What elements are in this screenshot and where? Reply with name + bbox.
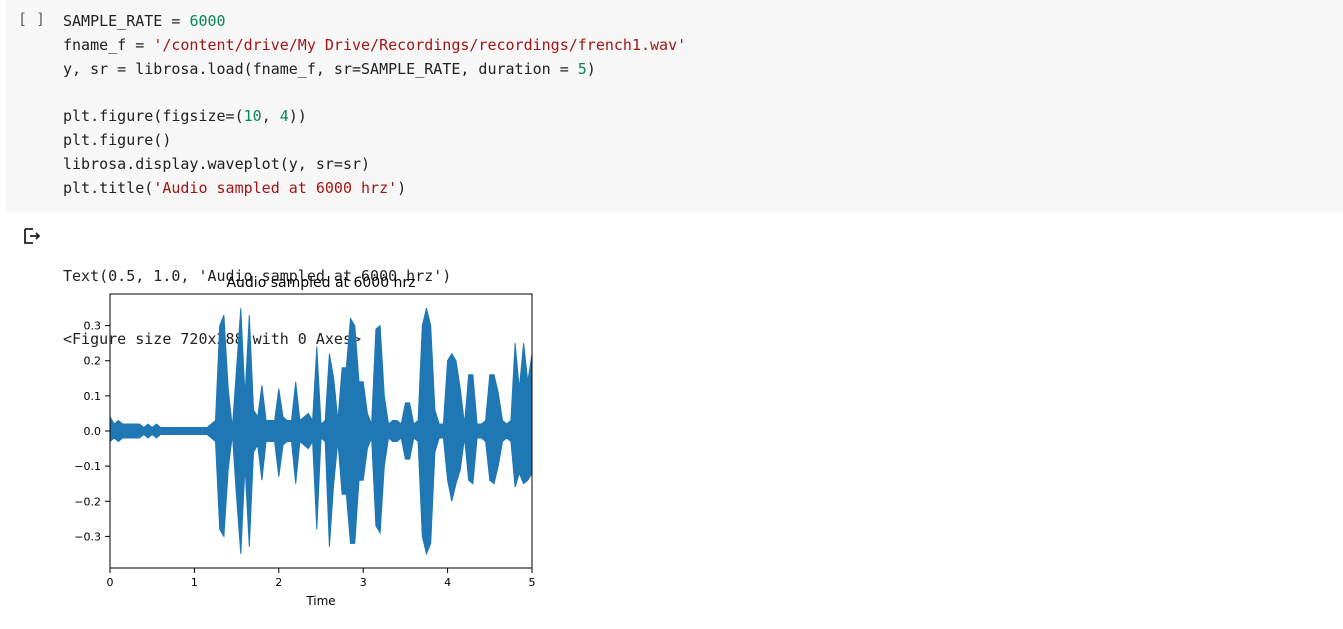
y-tick-label: 0.3	[84, 320, 102, 333]
y-tick-label: 0.1	[84, 390, 102, 403]
x-tick-label: 4	[444, 576, 451, 589]
output-line: Text(0.5, 1.0, 'Audio sampled at 6000 hr…	[63, 267, 452, 285]
y-tick-label: −0.1	[74, 460, 101, 473]
code-token: )	[397, 178, 407, 197]
code-token: 4	[279, 107, 289, 126]
code-editor[interactable]: SAMPLE_RATE = 6000 fname_f = '/content/dr…	[63, 10, 686, 200]
output-menu-icon[interactable]	[22, 226, 42, 246]
code-token: fname_f =	[63, 35, 154, 54]
code-token: SAMPLE_RATE =	[63, 12, 190, 30]
x-axis-ticks: 0 1 2 3 4 5	[107, 568, 536, 589]
code-token: )	[586, 59, 596, 78]
x-axis-label: Time	[305, 594, 335, 608]
y-tick-label: 0.0	[84, 425, 102, 438]
code-token: plt.figure(figsize=(	[63, 107, 244, 126]
x-tick-label: 2	[275, 576, 282, 589]
code-cell-background	[6, 0, 1343, 212]
x-tick-label: 3	[360, 576, 367, 589]
code-token: plt.figure()	[63, 130, 172, 149]
y-axis-ticks: 0.3 0.2 0.1 0.0 −0.1 −0.2 −0.3	[74, 320, 110, 543]
waveform-envelope	[109, 307, 533, 556]
code-token: 5	[577, 59, 587, 78]
code-line	[63, 81, 686, 105]
code-cell[interactable]: [ ] SAMPLE_RATE = 6000 fname_f = '/conten…	[0, 0, 1343, 212]
code-line: plt.figure()	[63, 129, 686, 153]
waveform-series	[109, 307, 533, 556]
code-token: y, sr = librosa.load(fname_f, sr=SAMPLE_…	[63, 59, 578, 78]
code-line: fname_f = '/content/drive/My Drive/Recor…	[63, 34, 686, 58]
code-line: librosa.display.waveplot(y, sr=sr)	[63, 153, 686, 177]
code-token: '/content/drive/My Drive/Recordings/reco…	[153, 35, 687, 54]
code-token: ,	[261, 107, 280, 126]
code-token: librosa.display.waveplot(y, sr=sr)	[63, 154, 371, 173]
y-tick-label: −0.3	[74, 530, 101, 543]
code-token: 'Audio sampled at 6000 hrz'	[153, 178, 398, 197]
x-tick-label: 1	[191, 576, 198, 589]
code-line: plt.title('Audio sampled at 6000 hrz')	[63, 177, 686, 201]
code-line: SAMPLE_RATE = 6000	[63, 10, 686, 34]
cell-output: Text(0.5, 1.0, 'Audio sampled at 6000 hr…	[0, 212, 1343, 629]
code-token: plt.title(	[63, 178, 154, 197]
run-cell-button[interactable]: [ ]	[18, 10, 46, 28]
x-tick-label: 0	[107, 576, 114, 589]
y-tick-label: 0.2	[84, 355, 102, 368]
chart-title: Audio sampled at 6000 hrz	[226, 275, 415, 291]
code-token: 10	[243, 107, 262, 126]
code-token: 6000	[189, 12, 226, 30]
y-tick-label: −0.2	[74, 495, 101, 508]
code-line: y, sr = librosa.load(fname_f, sr=SAMPLE_…	[63, 58, 686, 82]
output-text: Text(0.5, 1.0, 'Audio sampled at 6000 hr…	[63, 224, 451, 392]
code-token: ))	[288, 107, 307, 126]
code-line: plt.figure(figsize=(10, 4))	[63, 105, 686, 129]
x-tick-label: 5	[529, 576, 536, 589]
